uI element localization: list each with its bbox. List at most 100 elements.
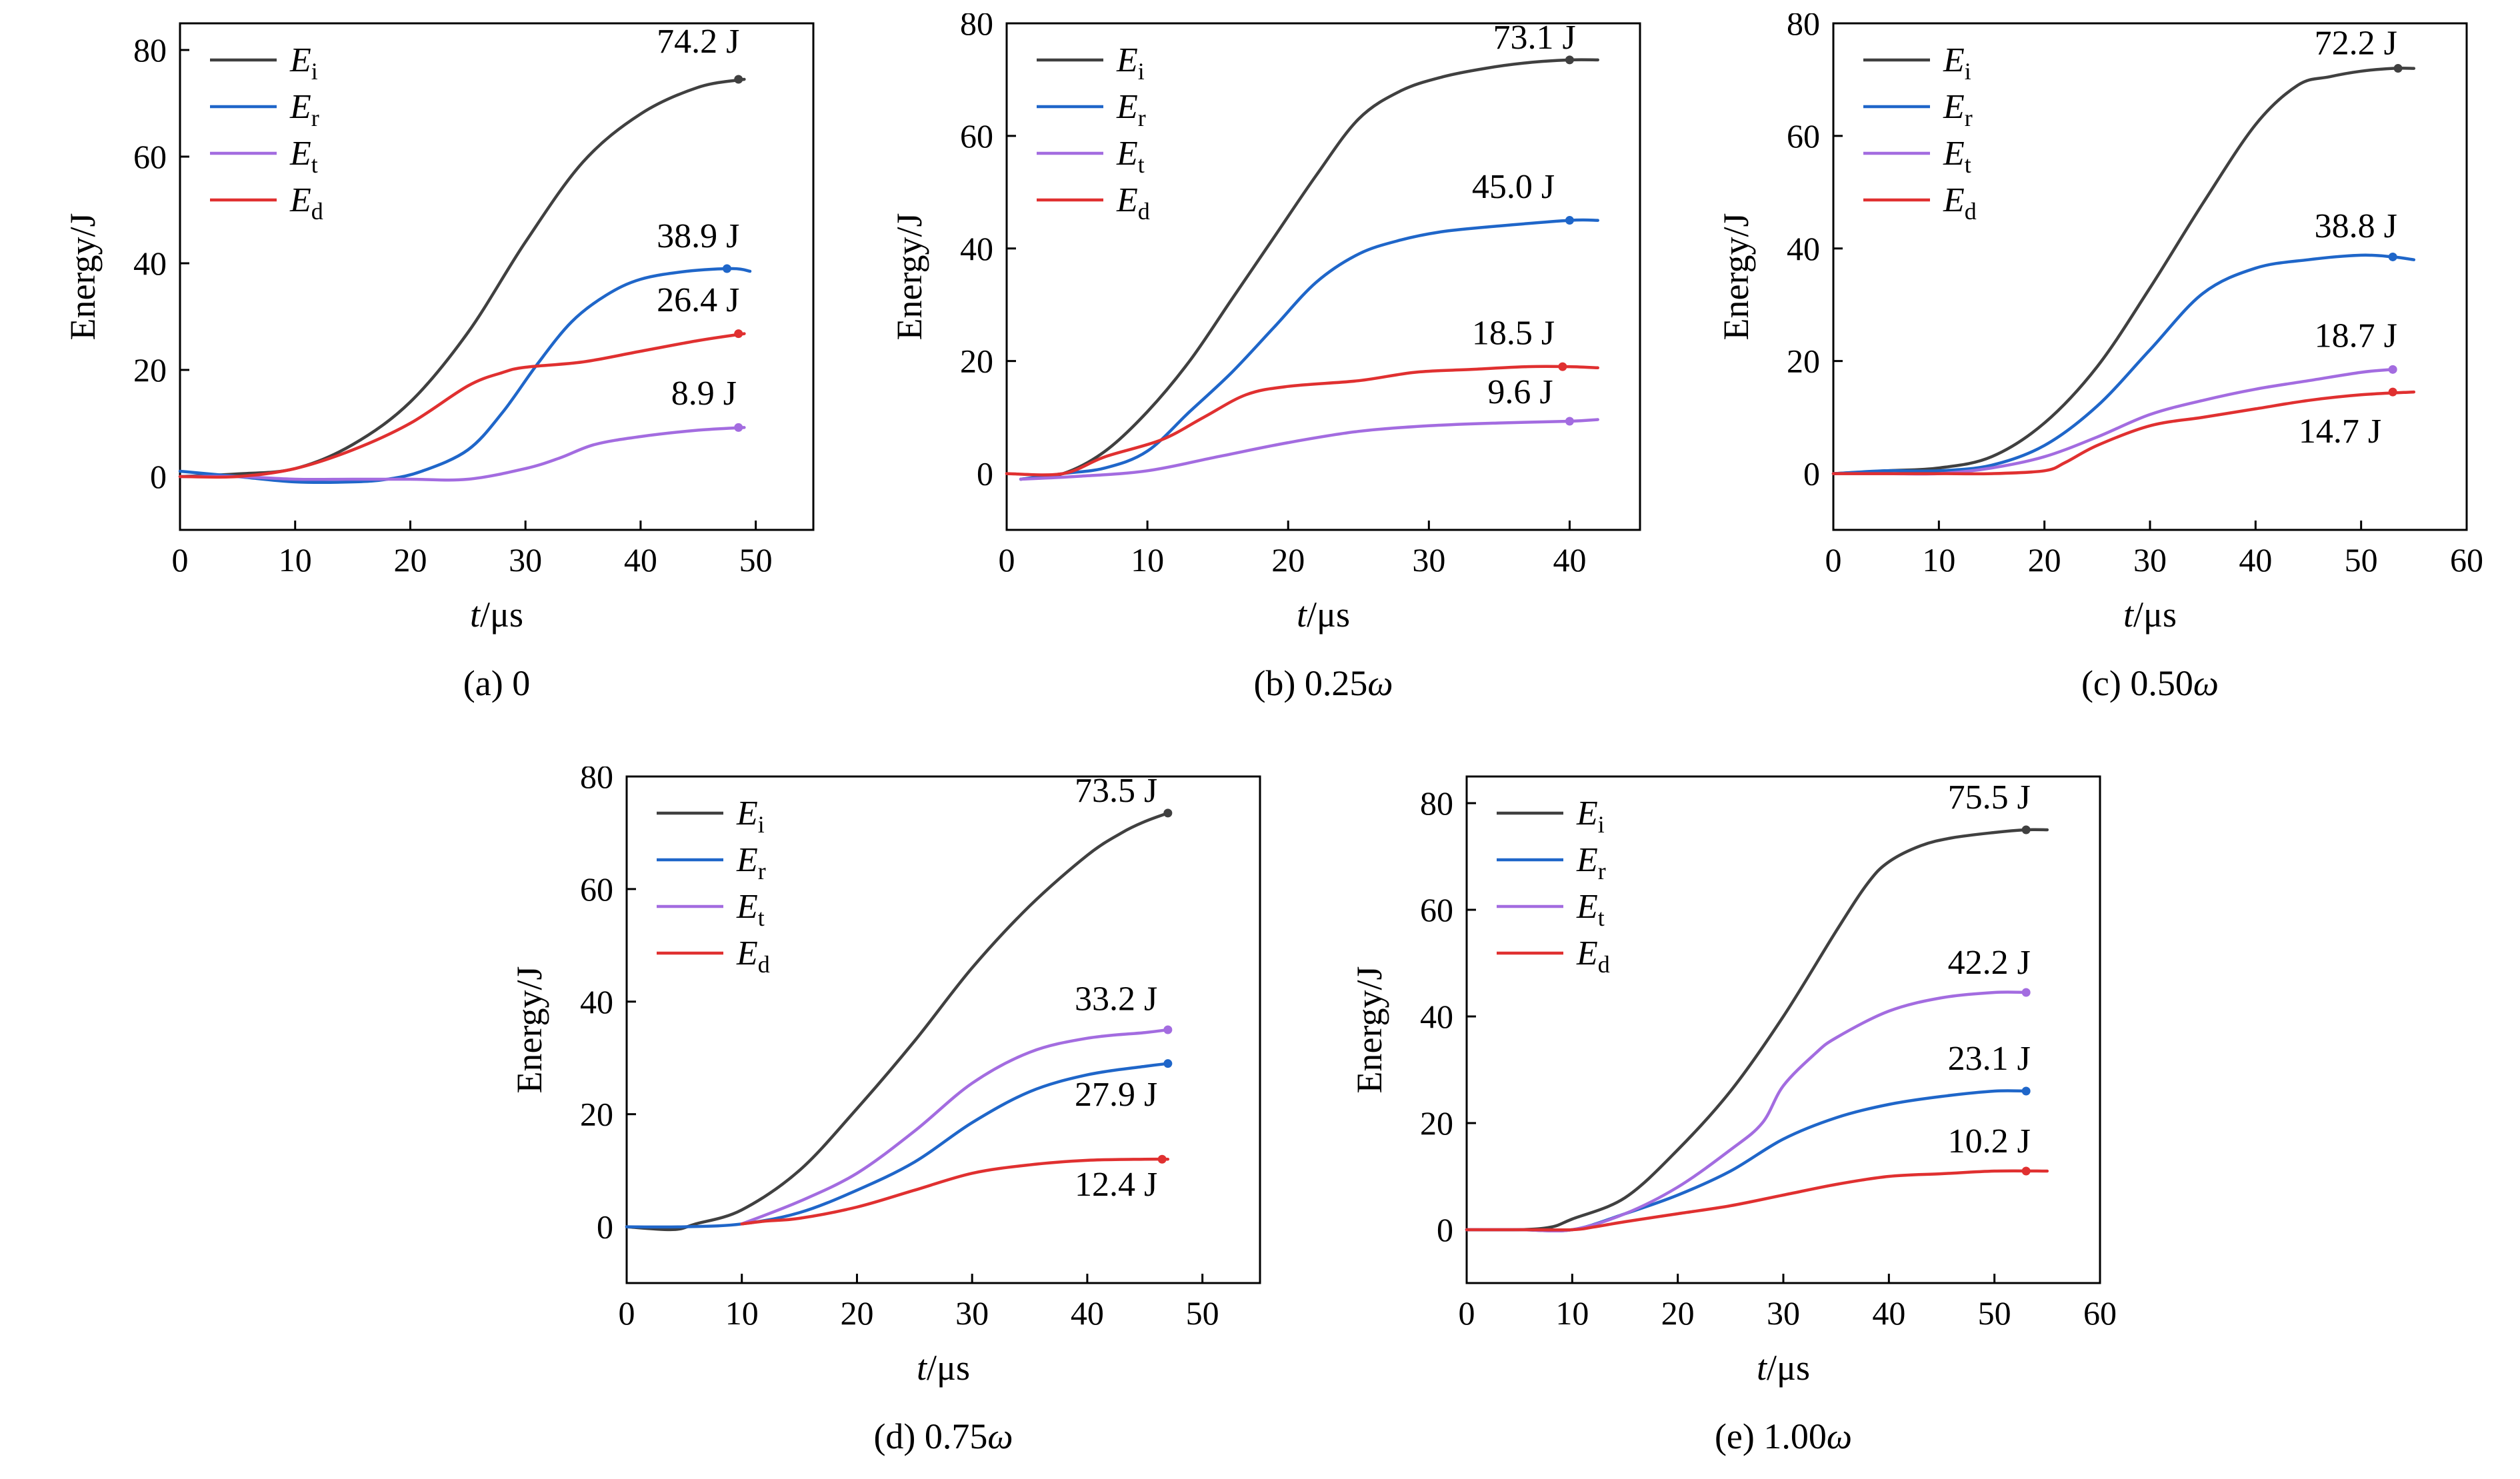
y-tick-label: 40 bbox=[133, 245, 167, 282]
y-tick-label: 40 bbox=[1787, 230, 1820, 267]
plot-frame bbox=[1465, 775, 2101, 1284]
chart-panel-a: 0 10 20 30 40 50 0 20 40 60 80 t/μs Energy/J (a) 0 74.… bbox=[40, 13, 840, 710]
x-tick-label: 0 bbox=[1459, 1294, 1475, 1332]
endpoint-marker-t bbox=[734, 423, 743, 432]
x-tick-label: 40 bbox=[1071, 1294, 1104, 1332]
x-axis-label: t/μs bbox=[470, 595, 523, 635]
legend-label-i: Ei bbox=[1943, 41, 1971, 85]
legend-label-d: Ed bbox=[1943, 181, 1977, 225]
x-tick-label: 0 bbox=[999, 541, 1015, 579]
x-tick-label: 60 bbox=[2083, 1294, 2117, 1332]
legend-label-t: Et bbox=[1576, 888, 1605, 931]
value-annotation: 23.1 J bbox=[1948, 1040, 2031, 1078]
energy-chart: 0 10 20 30 40 50 60 0 20 40 60 80 t/μs Energy/J (e) 1.… bbox=[1349, 775, 2117, 1456]
legend-label-i: Ei bbox=[1576, 794, 1605, 838]
x-tick-label: 30 bbox=[955, 1294, 989, 1332]
legend-label-i: Ei bbox=[736, 794, 765, 838]
x-tick-label: 10 bbox=[1131, 541, 1164, 579]
value-annotation: 75.5 J bbox=[1948, 778, 2031, 816]
endpoint-marker-t bbox=[1163, 1025, 1173, 1034]
endpoint-marker-r bbox=[1163, 1059, 1173, 1068]
x-tick-label: 30 bbox=[1767, 1294, 1800, 1332]
y-tick-label: 60 bbox=[580, 870, 613, 908]
value-annotation: 18.7 J bbox=[2315, 317, 2397, 355]
legend-label-t: Et bbox=[1943, 135, 1971, 178]
chart-panel-e: 0 10 20 30 40 50 60 0 20 40 60 80 t/μs Energy/J (e) 1.… bbox=[1327, 766, 2140, 1470]
endpoint-marker-r bbox=[2388, 252, 2397, 261]
y-axis-label: Energy/J bbox=[63, 213, 103, 341]
value-annotation: 10.2 J bbox=[1948, 1122, 2031, 1160]
series-line-r bbox=[625, 1062, 1170, 1229]
x-tick-label: 50 bbox=[739, 541, 773, 579]
x-axis-label: t/μs bbox=[917, 1348, 970, 1388]
x-tick-label: 20 bbox=[840, 1294, 873, 1332]
legend-label-r: Er bbox=[289, 88, 319, 131]
value-annotation: 26.4 J bbox=[657, 281, 739, 319]
legend-label-i: Ei bbox=[1116, 41, 1145, 85]
x-tick-label: 20 bbox=[2028, 541, 2061, 579]
series-line-i bbox=[1831, 67, 2416, 475]
legend-label-r: Er bbox=[1576, 841, 1606, 884]
endpoint-marker-t bbox=[2388, 365, 2397, 374]
y-tick-label: 0 bbox=[597, 1208, 613, 1246]
value-annotation: 72.2 J bbox=[2315, 24, 2397, 62]
legend-label-t: Et bbox=[289, 135, 318, 178]
value-annotation: 27.9 J bbox=[1075, 1076, 1157, 1114]
endpoint-marker-d bbox=[734, 329, 743, 339]
value-annotation: 33.2 J bbox=[1075, 980, 1157, 1018]
series-line-r bbox=[1465, 1089, 2028, 1233]
x-tick-label: 50 bbox=[1186, 1294, 1219, 1332]
endpoint-marker-i bbox=[1163, 808, 1173, 818]
y-tick-label: 80 bbox=[1787, 13, 1820, 42]
y-tick-label: 80 bbox=[580, 766, 613, 795]
series-line-d bbox=[1831, 390, 2416, 476]
y-axis-label: Energy/J bbox=[509, 966, 549, 1094]
y-tick-label: 0 bbox=[1803, 455, 1820, 493]
value-annotation: 8.9 J bbox=[671, 375, 737, 413]
y-tick-label: 40 bbox=[960, 230, 993, 267]
y-tick-label: 40 bbox=[580, 983, 613, 1020]
energy-chart: 0 10 20 30 40 0 20 40 60 80 t/μs Energy/J (b) 0.25ω 7… bbox=[889, 5, 1641, 703]
y-tick-label: 60 bbox=[1787, 117, 1820, 155]
panel-caption: (a) 0 bbox=[463, 663, 530, 703]
chart-panel-c: 0 10 20 30 40 50 60 0 20 40 60 80 t/μs Energy/J (c) 0.… bbox=[1693, 5, 2507, 710]
y-tick-label: 60 bbox=[960, 117, 993, 155]
x-tick-label: 30 bbox=[1412, 541, 1445, 579]
panel-caption: (c) 0.50ω bbox=[2081, 663, 2219, 703]
x-axis-label: t/μs bbox=[2123, 595, 2177, 635]
panel-caption: (e) 1.00ω bbox=[1715, 1416, 1852, 1456]
x-tick-label: 10 bbox=[1555, 1294, 1589, 1332]
series-line-i bbox=[625, 811, 1170, 1232]
plot-frame bbox=[1005, 22, 1641, 531]
x-tick-label: 20 bbox=[393, 541, 427, 579]
value-annotation: 14.7 J bbox=[2299, 413, 2381, 451]
series-line-i bbox=[1465, 828, 2049, 1232]
legend-label-d: Ed bbox=[1576, 934, 1610, 978]
endpoint-marker-r bbox=[1565, 216, 1574, 225]
value-annotation: 45.0 J bbox=[1472, 168, 1555, 206]
series-line-r bbox=[1831, 253, 2416, 475]
series-line-d bbox=[1465, 1169, 2049, 1232]
y-tick-label: 60 bbox=[1420, 891, 1453, 928]
series-line-r bbox=[178, 267, 752, 485]
value-annotation: 42.2 J bbox=[1948, 944, 2031, 982]
legend-label-r: Er bbox=[1943, 88, 1973, 131]
plot-frame bbox=[625, 775, 1261, 1284]
legend-label-i: Ei bbox=[289, 41, 318, 85]
endpoint-marker-d bbox=[1157, 1154, 1167, 1164]
series-line-t bbox=[1019, 418, 1599, 481]
endpoint-marker-i bbox=[734, 75, 743, 84]
y-tick-label: 20 bbox=[960, 343, 993, 380]
series-line-d bbox=[740, 1157, 1170, 1226]
y-axis-label: Energy/J bbox=[1716, 213, 1756, 341]
x-tick-label: 40 bbox=[1553, 541, 1586, 579]
series-line-t bbox=[178, 426, 746, 482]
x-tick-label: 50 bbox=[1978, 1294, 2011, 1332]
series-line-i bbox=[178, 77, 746, 479]
x-tick-label: 30 bbox=[2133, 541, 2167, 579]
endpoint-marker-d bbox=[2021, 1166, 2031, 1176]
y-tick-label: 0 bbox=[150, 458, 167, 495]
endpoint-marker-d bbox=[2388, 387, 2397, 397]
value-annotation: 18.5 J bbox=[1472, 314, 1555, 352]
x-axis-label: t/μs bbox=[1757, 1348, 1810, 1388]
